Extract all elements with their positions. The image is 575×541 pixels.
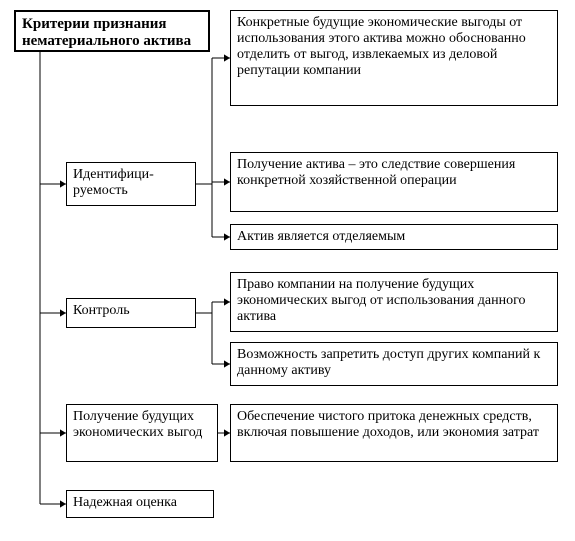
detail-box-control-0: Право компании на получение будущих экон… bbox=[230, 272, 558, 332]
detail-box-identifiability-1: Получение актива – это следствие соверше… bbox=[230, 152, 558, 212]
criteria-box-reliable-measurement: Надежная оценка bbox=[66, 490, 214, 518]
criteria-box-future-benefits: Получение будущих экономических выгод bbox=[66, 404, 218, 462]
detail-box-control-1: Возможность запретить доступ других комп… bbox=[230, 342, 558, 386]
detail-box-future-benefits-0: Обеспечение чистого притока денежных сре… bbox=[230, 404, 558, 462]
criteria-box-control: Контроль bbox=[66, 298, 196, 328]
root-box: Критерии признания нематериального актив… bbox=[14, 10, 210, 52]
detail-box-identifiability-2: Актив является отделяемым bbox=[230, 224, 558, 250]
detail-box-identifiability-0: Конкретные будущие экономические выгоды … bbox=[230, 10, 558, 106]
criteria-box-identifiability: Идентифици-руемость bbox=[66, 162, 196, 206]
